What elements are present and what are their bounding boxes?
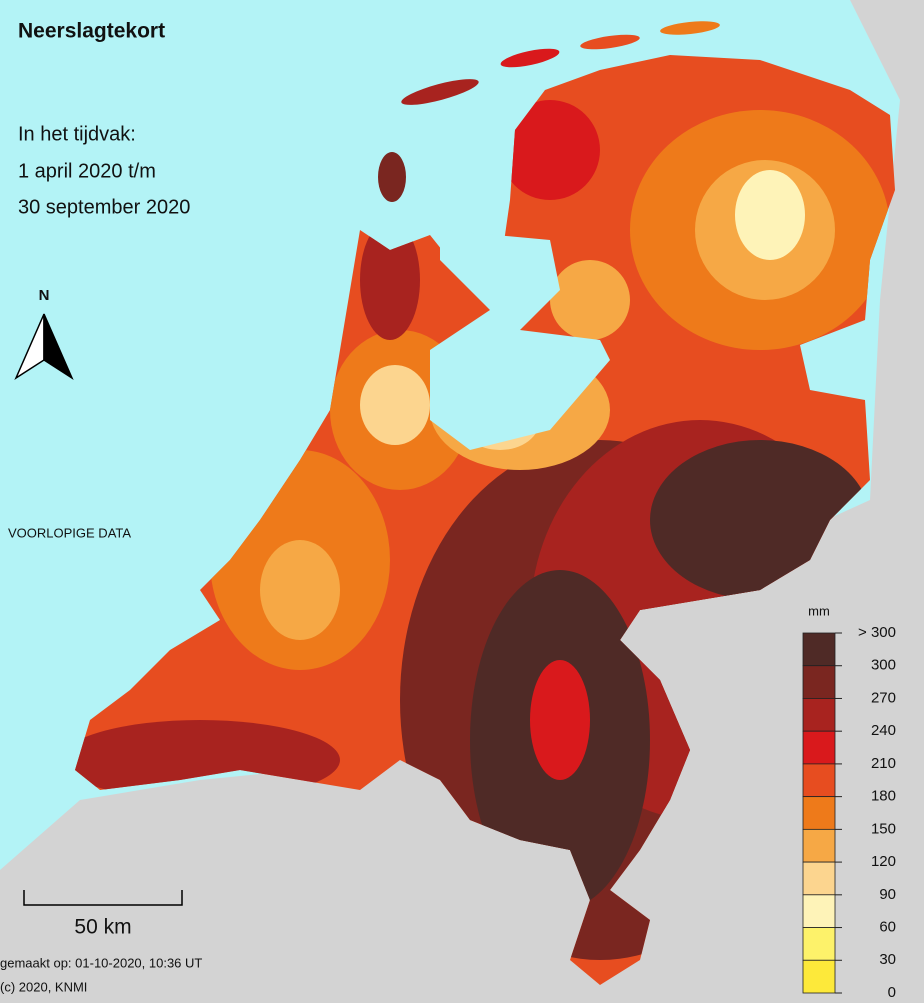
legend-label: 150 bbox=[871, 820, 896, 837]
island bbox=[580, 34, 640, 50]
legend-swatch bbox=[802, 894, 836, 928]
island bbox=[660, 21, 720, 35]
scale-label: 50 km bbox=[74, 916, 131, 939]
legend-swatch bbox=[802, 927, 836, 961]
legend-label: 30 bbox=[879, 951, 896, 968]
legend-label: 120 bbox=[871, 853, 896, 870]
legend-swatch bbox=[802, 632, 836, 667]
title: Neerslagtekort bbox=[18, 20, 165, 43]
north-arrow bbox=[43, 313, 74, 380]
scale-bar bbox=[23, 890, 183, 906]
island bbox=[378, 152, 406, 202]
legend-unit: mm bbox=[808, 603, 830, 618]
legend-swatch bbox=[802, 763, 836, 798]
legend-label: 180 bbox=[871, 788, 896, 805]
made-on: gemaakt op: 01-10-2020, 10:36 UT bbox=[0, 955, 202, 970]
copyright: (c) 2020, KNMI bbox=[0, 979, 87, 994]
island bbox=[401, 79, 479, 105]
preliminary-note: VOORLOPIGE DATA bbox=[8, 525, 131, 540]
period-line: 30 september 2020 bbox=[18, 196, 190, 218]
legend-label: > 300 bbox=[858, 624, 896, 641]
legend-swatch bbox=[802, 730, 836, 765]
legend-label: 240 bbox=[871, 722, 896, 739]
legend-label: 210 bbox=[871, 755, 896, 772]
island bbox=[500, 48, 560, 68]
legend-swatch bbox=[802, 959, 836, 994]
legend-swatch bbox=[802, 861, 836, 896]
legend-label: 270 bbox=[871, 689, 896, 706]
ijsselmeer bbox=[430, 230, 610, 450]
period-line: 1 april 2020 t/m bbox=[18, 160, 156, 182]
north-label: N bbox=[39, 287, 50, 304]
legend-label: 300 bbox=[871, 657, 896, 674]
legend-label: 90 bbox=[879, 886, 896, 903]
legend-swatch bbox=[802, 698, 836, 732]
legend-swatch bbox=[802, 796, 836, 830]
legend-label: 0 bbox=[888, 984, 896, 1001]
legend-swatch bbox=[802, 828, 836, 863]
period-line: In het tijdvak: bbox=[18, 123, 136, 145]
legend-label: 60 bbox=[879, 919, 896, 936]
legend-swatch bbox=[802, 665, 836, 699]
